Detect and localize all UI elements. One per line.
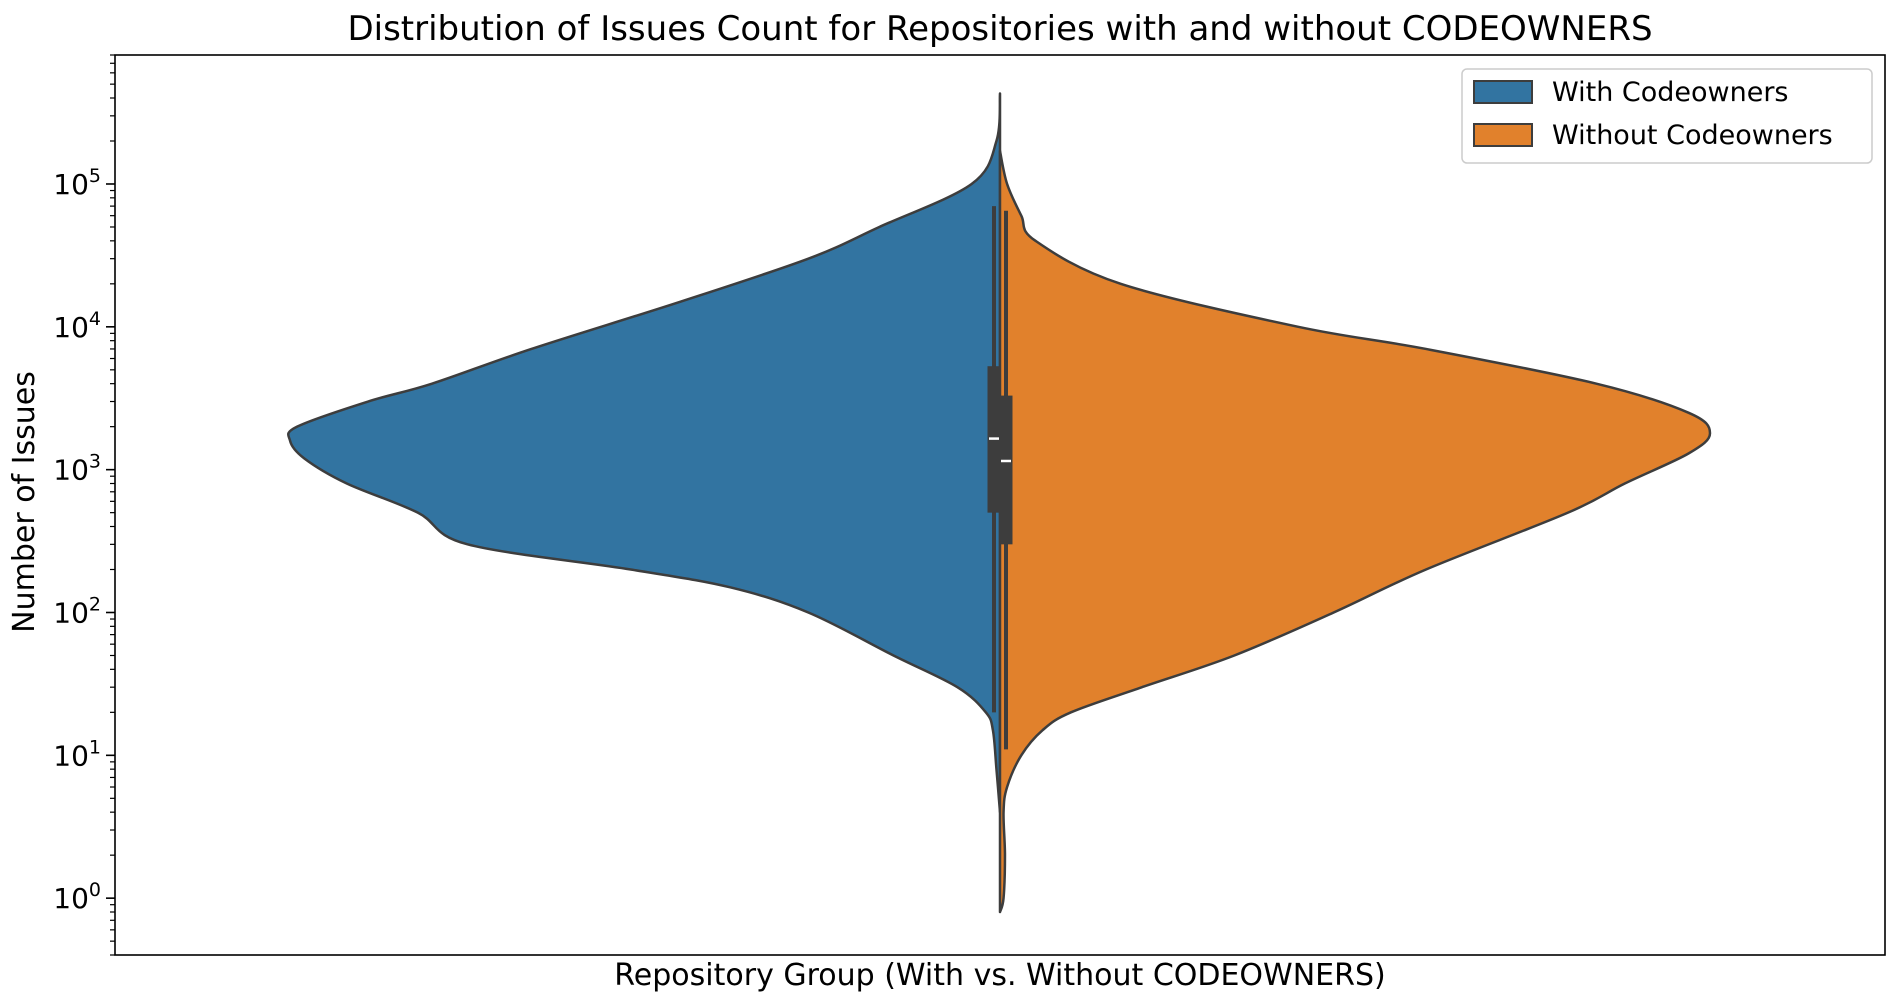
legend-box [1461, 68, 1873, 164]
box-right [999, 395, 1013, 545]
y-tick-label: 102 [53, 593, 101, 629]
legend-label: Without Codeowners [1552, 120, 1833, 151]
plot-area [114, 54, 1886, 956]
violin-right [998, 149, 1712, 914]
legend-label: With Codeowners [1552, 77, 1789, 108]
y-tick-label: 103 [53, 451, 101, 487]
legend: With Codeowners Without Codeowners [1461, 68, 1873, 164]
y-tick-label: 101 [53, 736, 101, 772]
y-axis: 100 101 102 103 104 105 [53, 54, 115, 956]
y-axis-label: Number of Issues [7, 371, 42, 633]
violin-left [286, 92, 1002, 814]
chart-title: Distribution of Issues Count for Reposit… [347, 9, 1652, 49]
x-axis-label: Repository Group (With vs. Without CODEO… [614, 958, 1385, 993]
y-tick-label: 104 [53, 308, 101, 344]
y-tick-label: 100 [53, 879, 101, 915]
legend-swatch [1473, 80, 1533, 104]
legend-swatch [1473, 123, 1533, 147]
plot-frame [114, 54, 1886, 956]
y-tick-label: 105 [53, 165, 101, 201]
